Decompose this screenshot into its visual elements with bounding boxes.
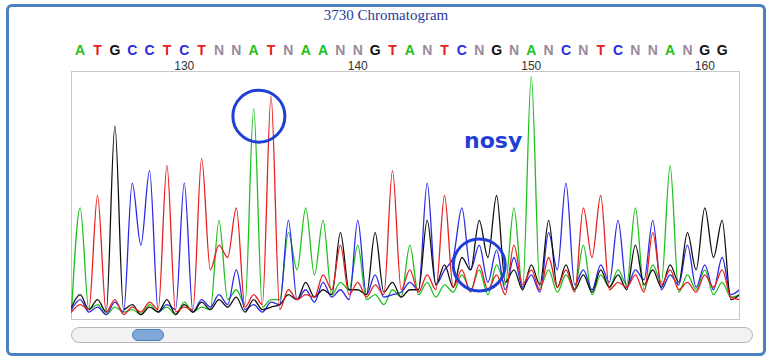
svg-text:A: A: [526, 42, 536, 58]
svg-text:C: C: [457, 42, 467, 58]
svg-text:G: G: [699, 42, 710, 58]
svg-text:C: C: [561, 42, 571, 58]
svg-text:A: A: [249, 42, 259, 58]
svg-text:T: T: [267, 42, 276, 58]
svg-text:N: N: [283, 42, 293, 58]
svg-text:C: C: [127, 42, 137, 58]
svg-text:N: N: [544, 42, 554, 58]
svg-text:160: 160: [695, 59, 715, 73]
svg-text:G: G: [109, 42, 120, 58]
svg-text:150: 150: [521, 59, 541, 73]
svg-text:G: G: [717, 42, 728, 58]
svg-text:C: C: [613, 42, 623, 58]
svg-text:A: A: [75, 42, 85, 58]
svg-text:N: N: [335, 42, 345, 58]
svg-text:G: G: [491, 42, 502, 58]
svg-text:T: T: [93, 42, 102, 58]
svg-text:A: A: [405, 42, 415, 58]
svg-text:A: A: [318, 42, 328, 58]
svg-text:T: T: [163, 42, 172, 58]
svg-text:N: N: [231, 42, 241, 58]
svg-text:N: N: [630, 42, 640, 58]
svg-text:N: N: [474, 42, 484, 58]
svg-text:N: N: [422, 42, 432, 58]
svg-text:C: C: [179, 42, 189, 58]
svg-text:N: N: [682, 42, 692, 58]
svg-text:140: 140: [348, 59, 368, 73]
svg-text:130: 130: [174, 59, 194, 73]
svg-text:A: A: [665, 42, 675, 58]
html-text:3730 Chromatogram: 3730 Chromatogram: [323, 7, 449, 23]
svg-text:T: T: [197, 42, 206, 58]
svg-text:T: T: [596, 42, 605, 58]
svg-text:G: G: [370, 42, 381, 58]
svg-text:N: N: [578, 42, 588, 58]
svg-text:N: N: [509, 42, 519, 58]
svg-text:nosy: nosy: [464, 128, 522, 153]
svg-text:C: C: [145, 42, 155, 58]
svg-text:N: N: [214, 42, 224, 58]
svg-text:T: T: [440, 42, 449, 58]
svg-text:N: N: [353, 42, 363, 58]
svg-text:N: N: [648, 42, 658, 58]
svg-text:A: A: [301, 42, 311, 58]
svg-text:T: T: [388, 42, 397, 58]
